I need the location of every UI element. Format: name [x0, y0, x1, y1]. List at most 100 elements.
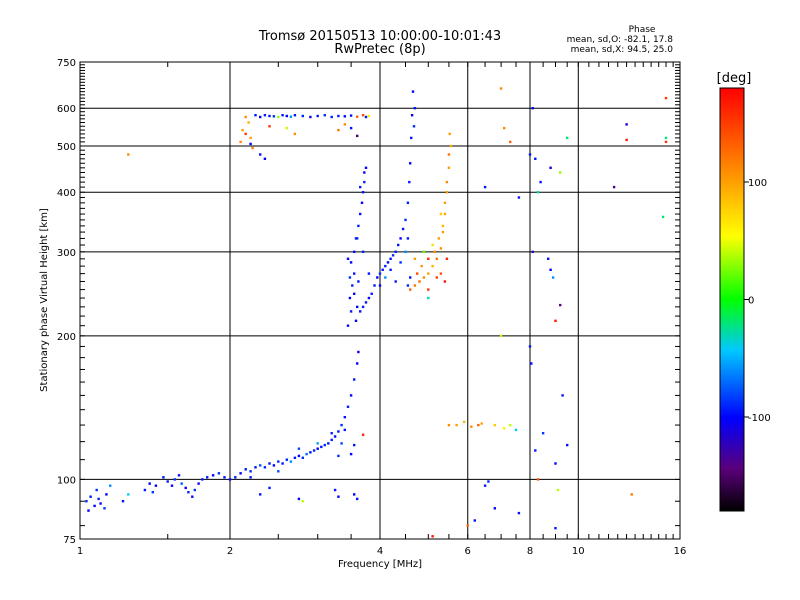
data-point	[399, 261, 402, 264]
data-point	[534, 157, 537, 160]
data-point	[249, 476, 252, 479]
data-point	[493, 507, 496, 510]
data-point	[289, 460, 293, 463]
data-point	[412, 125, 416, 128]
data-point	[389, 257, 392, 260]
data-point	[301, 114, 304, 118]
data-point	[363, 171, 366, 174]
data-point	[293, 456, 297, 459]
y-tick-label: 300	[57, 248, 76, 259]
data-point	[327, 442, 330, 445]
data-point	[316, 447, 319, 450]
data-point	[528, 345, 532, 348]
data-point	[259, 153, 262, 156]
phase-stats-title: Phase	[629, 25, 656, 35]
data-point	[528, 153, 532, 156]
colorbar-tick-label: -100	[748, 413, 771, 424]
data-point	[399, 237, 402, 240]
data-point	[217, 472, 221, 475]
data-point	[367, 114, 371, 118]
data-point	[441, 224, 445, 228]
data-point	[466, 524, 469, 527]
data-point	[340, 423, 343, 427]
data-point	[353, 272, 356, 275]
data-point	[293, 132, 297, 136]
data-point	[404, 250, 407, 253]
data-point	[541, 432, 545, 435]
data-point	[323, 443, 326, 447]
data-point	[612, 185, 616, 189]
data-point	[244, 468, 247, 471]
data-point	[241, 128, 244, 132]
data-point	[361, 433, 365, 436]
phase-stats-o: mean, sd,O: -82.1, 17.8	[567, 35, 674, 45]
data-point	[410, 114, 414, 117]
data-point	[316, 442, 319, 445]
data-point	[357, 350, 360, 354]
data-point	[361, 250, 365, 253]
data-point	[316, 114, 319, 118]
data-point	[268, 486, 271, 490]
data-point	[361, 191, 365, 194]
data-point	[431, 243, 434, 247]
data-point	[413, 284, 417, 287]
data-point	[346, 257, 350, 260]
x-tick-label: 8	[527, 546, 533, 557]
data-point	[431, 535, 434, 538]
data-point	[376, 276, 379, 279]
data-point	[420, 264, 423, 268]
data-point	[531, 107, 534, 110]
data-point	[305, 452, 308, 456]
data-point	[184, 486, 187, 490]
data-point	[499, 334, 503, 337]
data-point	[447, 153, 451, 156]
data-point	[239, 472, 242, 475]
colorbar-label: [deg]	[717, 71, 752, 86]
data-point	[364, 301, 368, 304]
data-point	[337, 430, 340, 433]
data-point	[445, 257, 449, 260]
x-tick-label: 6	[465, 546, 471, 557]
data-point	[630, 493, 633, 496]
data-point	[357, 280, 360, 283]
colorbar-ticks: 100 0 -100	[744, 178, 771, 424]
data-point	[343, 115, 346, 118]
grid-lines	[80, 62, 680, 539]
data-point	[445, 180, 449, 184]
data-point	[277, 115, 280, 119]
data-point	[249, 142, 252, 146]
data-point	[301, 456, 304, 459]
data-point	[333, 488, 337, 492]
data-point	[427, 257, 430, 260]
data-point	[97, 497, 100, 501]
data-point	[559, 171, 562, 174]
data-point	[473, 519, 476, 522]
data-point	[363, 180, 366, 184]
data-point	[259, 115, 262, 119]
y-tick-label: 75	[63, 535, 76, 546]
data-point	[353, 443, 356, 447]
data-point	[359, 185, 362, 189]
data-point	[244, 115, 247, 119]
x-tick-label: 16	[674, 546, 687, 557]
data-point	[251, 146, 254, 150]
data-point	[493, 423, 496, 427]
data-point	[411, 90, 415, 93]
data-point	[330, 115, 333, 119]
data-point	[422, 250, 426, 253]
data-point	[272, 464, 276, 467]
data-point	[391, 254, 395, 257]
data-point	[285, 126, 288, 130]
data-point	[191, 495, 194, 498]
data-point	[509, 423, 512, 427]
data-point	[277, 460, 280, 463]
data-point	[534, 449, 537, 452]
data-point	[439, 247, 443, 250]
data-point	[443, 212, 447, 216]
data-point	[549, 268, 552, 271]
data-point	[201, 478, 204, 481]
data-point	[272, 115, 276, 118]
data-point	[239, 140, 242, 144]
data-point	[547, 257, 550, 260]
